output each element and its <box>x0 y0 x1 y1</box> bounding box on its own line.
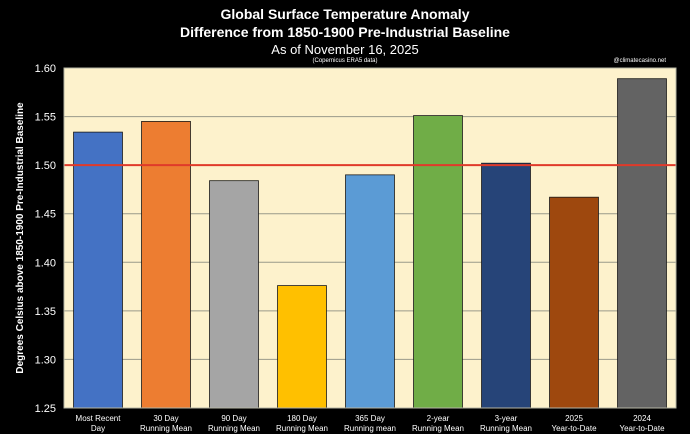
y-tick-label: 1.35 <box>35 306 56 318</box>
x-tick-label: 365 Day <box>355 414 385 423</box>
bar <box>209 180 259 409</box>
x-tick-label: Running mean <box>344 424 396 433</box>
bar <box>617 78 667 409</box>
chart-date: As of November 16, 2025 <box>271 42 418 57</box>
y-tick-label: 1.45 <box>35 209 56 221</box>
x-tick-label: Year-to-Date <box>619 424 665 433</box>
y-tick-label: 1.50 <box>35 160 56 172</box>
y-tick-label: 1.30 <box>35 354 56 366</box>
y-tick-label: 1.55 <box>35 112 56 124</box>
x-tick-label: 30 Day <box>153 414 178 423</box>
credit-text: @climatecasino.net <box>614 58 667 64</box>
x-tick-label: 180 Day <box>287 414 317 423</box>
source-note: (Copernicus ERA5 data) <box>312 58 377 64</box>
x-tick-label: Running Mean <box>412 424 464 433</box>
x-tick-label: 2-year <box>427 414 450 423</box>
x-tick-label: 3-year <box>495 414 518 423</box>
bar <box>481 162 531 409</box>
chart-title: Global Surface Temperature Anomaly <box>221 6 470 22</box>
x-tick-label: Running Mean <box>276 424 328 433</box>
plot-border <box>63 67 677 409</box>
bar <box>549 196 599 409</box>
x-tick-label: Running Mean <box>140 424 192 433</box>
bar <box>141 121 191 409</box>
x-tick-label: 2025 <box>565 414 583 423</box>
y-tick-label: 1.25 <box>35 403 56 415</box>
x-tick-label: Day <box>91 424 105 433</box>
x-tick-label: Running Mean <box>208 424 260 433</box>
x-tick-label: 90 Day <box>221 414 246 423</box>
plot-area: 1.25 1.30 1.35 1.40 1.45 1.50 1.55 1.60 Most Rec… <box>35 63 677 433</box>
x-tick-label: Most Recent <box>76 414 122 423</box>
y-tick-label: 1.40 <box>35 257 56 269</box>
chart-subtitle: Difference from 1850-1900 Pre-Industrial… <box>180 24 510 40</box>
y-tick-label: 1.60 <box>35 63 56 75</box>
x-tick-label: 2024 <box>633 414 651 423</box>
x-tick-label: Year-to-Date <box>551 424 597 433</box>
y-axis-label: Degrees Celsius above 1850-1900 Pre-Indu… <box>15 102 26 374</box>
bar <box>413 115 463 409</box>
bar <box>277 285 327 409</box>
x-tick-label: Running Mean <box>480 424 532 433</box>
bar <box>345 174 395 409</box>
bar <box>73 131 123 409</box>
